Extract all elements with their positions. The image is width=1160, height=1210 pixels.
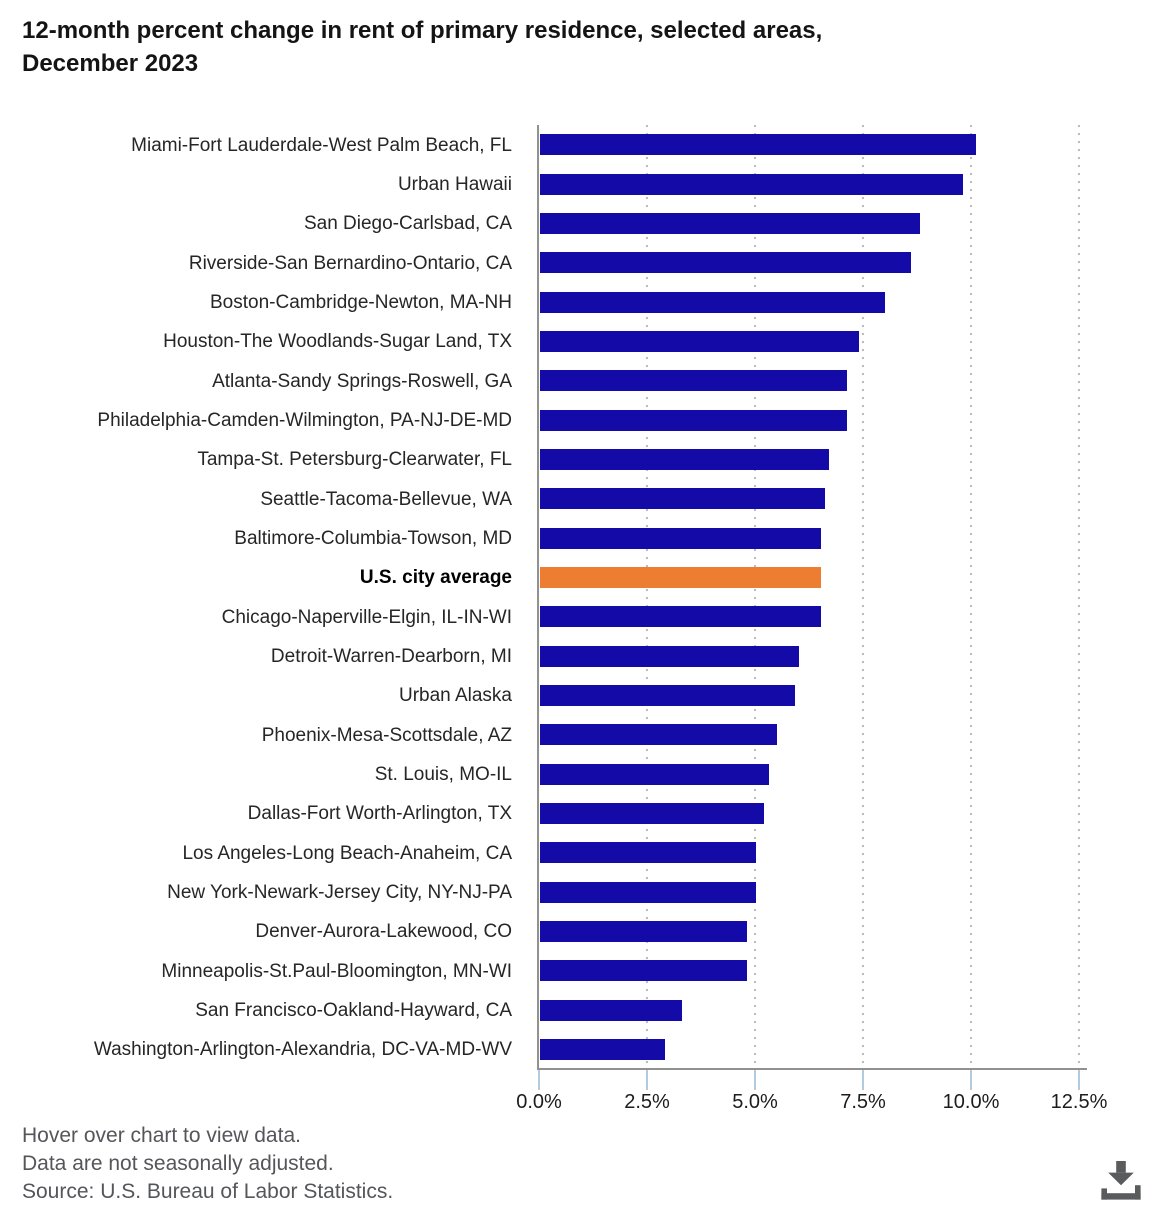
gridline <box>754 125 756 1069</box>
category-label: Detroit-Warren-Dearborn, MI <box>270 646 512 667</box>
category-label: Seattle-Tacoma-Bellevue, WA <box>260 489 512 510</box>
category-label: Los Angeles-Long Beach-Anaheim, CA <box>182 843 512 864</box>
gridline <box>1078 125 1080 1069</box>
x-axis-line <box>537 1068 1087 1070</box>
category-label: Baltimore-Columbia-Towson, MD <box>234 528 512 549</box>
category-label: Minneapolis-St.Paul-Bloomington, MN-WI <box>161 961 512 982</box>
category-label: Urban Alaska <box>398 685 512 706</box>
bar[interactable] <box>540 1000 682 1021</box>
category-label: Riverside-San Bernardino-Ontario, CA <box>188 253 512 274</box>
category-label: Tampa-St. Petersburg-Clearwater, FL <box>197 449 512 470</box>
bar[interactable] <box>540 882 756 903</box>
bar[interactable] <box>540 724 777 745</box>
bar[interactable] <box>540 646 799 667</box>
x-tick-label: 5.0% <box>732 1091 778 1113</box>
bar[interactable] <box>540 921 747 942</box>
bar[interactable] <box>540 292 885 313</box>
category-label: Urban Hawaii <box>397 174 512 195</box>
bar[interactable] <box>540 410 847 431</box>
x-axis-tick <box>646 1070 648 1090</box>
bar[interactable] <box>540 488 825 509</box>
page-title: 12-month percent change in rent of prima… <box>22 14 1012 80</box>
bar[interactable] <box>540 1039 665 1060</box>
bar[interactable] <box>540 764 769 785</box>
x-tick-label: 0.0% <box>516 1091 562 1113</box>
bar[interactable] <box>540 842 756 863</box>
category-label: Phoenix-Mesa-Scottsdale, AZ <box>261 725 512 746</box>
y-axis-line <box>537 125 539 1070</box>
category-label: Boston-Cambridge-Newton, MA-NH <box>210 292 512 313</box>
category-label: St. Louis, MO-IL <box>374 764 512 785</box>
x-tick-label: 10.0% <box>942 1091 1000 1113</box>
bar[interactable] <box>540 370 847 391</box>
x-axis-tick <box>862 1070 864 1090</box>
bar[interactable] <box>540 606 821 627</box>
source-note: Source: U.S. Bureau of Labor Statistics. <box>22 1180 394 1203</box>
bar[interactable] <box>540 960 747 981</box>
download-button[interactable] <box>1094 1156 1148 1204</box>
gridline <box>646 125 648 1069</box>
category-label: Atlanta-Sandy Springs-Roswell, GA <box>212 371 512 392</box>
bar[interactable] <box>540 174 963 195</box>
gridline <box>862 125 864 1069</box>
category-label: Denver-Aurora-Lakewood, CO <box>255 921 512 942</box>
x-axis-tick <box>538 1070 540 1090</box>
x-tick-label: 7.5% <box>840 1091 886 1113</box>
category-label-us-average: U.S. city average <box>359 567 512 588</box>
x-axis-tick <box>754 1070 756 1090</box>
hover-note: Hover over chart to view data. <box>22 1124 301 1147</box>
highlight-bar[interactable] <box>540 567 821 588</box>
category-label: Washington-Arlington-Alexandria, DC-VA-M… <box>93 1039 512 1060</box>
bar[interactable] <box>540 134 976 155</box>
bar[interactable] <box>540 252 911 273</box>
gridline <box>970 125 972 1069</box>
page-title-line2: December 2023 <box>22 50 199 77</box>
bar[interactable] <box>540 685 795 706</box>
bar[interactable] <box>540 213 920 234</box>
category-label: Philadelphia-Camden-Wilmington, PA-NJ-DE… <box>97 410 512 431</box>
x-axis-tick <box>970 1070 972 1090</box>
category-label: Dallas-Fort Worth-Arlington, TX <box>247 803 512 824</box>
adjustment-note: Data are not seasonally adjusted. <box>22 1152 334 1175</box>
category-label: San Francisco-Oakland-Hayward, CA <box>195 1000 512 1021</box>
x-axis-tick <box>1078 1070 1080 1090</box>
bar[interactable] <box>540 528 821 549</box>
bar[interactable] <box>540 331 859 352</box>
category-label: Miami-Fort Lauderdale-West Palm Beach, F… <box>131 135 512 156</box>
category-label: San Diego-Carlsbad, CA <box>303 213 512 234</box>
x-tick-label: 2.5% <box>624 1091 670 1113</box>
x-tick-label: 12.5% <box>1050 1091 1108 1113</box>
bar[interactable] <box>540 803 764 824</box>
download-icon <box>1101 1161 1141 1200</box>
page-title-line1: 12-month percent change in rent of prima… <box>22 17 823 44</box>
category-label: Chicago-Naperville-Elgin, IL-IN-WI <box>221 607 512 628</box>
category-label: Houston-The Woodlands-Sugar Land, TX <box>163 331 512 352</box>
category-label: New York-Newark-Jersey City, NY-NJ-PA <box>167 882 512 903</box>
bar[interactable] <box>540 449 829 470</box>
